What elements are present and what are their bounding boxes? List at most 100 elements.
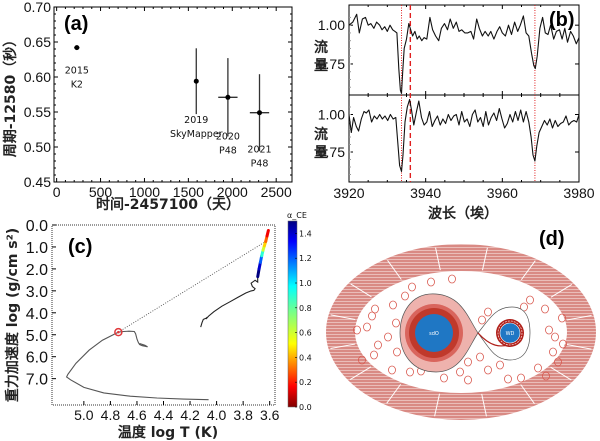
- panel-a-frame: [53, 6, 293, 183]
- panel-b-upper-frame: [348, 4, 580, 96]
- gas-blob-circle: [401, 291, 409, 301]
- gas-blob-circle: [504, 374, 512, 384]
- gas-blob-circle: [388, 365, 396, 375]
- gas-blob-circle: [368, 311, 376, 321]
- gas-blob-circle: [406, 367, 414, 377]
- panel-b-xlabel: 波长（埃）: [428, 205, 498, 222]
- colorbar-tick-label: 1.4: [299, 229, 312, 238]
- gas-blob-circle: [392, 318, 400, 328]
- gas-blob-circle: [456, 367, 464, 377]
- panel-b-spectra: 3920 3940 3960 3980 0.75 1.00 0.75 1.00 (b) 波长（…: [314, 4, 595, 222]
- panel-b-lower-ylabel-char2: 量: [314, 145, 328, 161]
- ce-ejection-dotted-line: [118, 241, 266, 333]
- x-tick-label: 3940: [410, 185, 441, 201]
- gas-blob-circle: [478, 315, 486, 325]
- x-tick-label: 1500: [173, 184, 204, 200]
- panel-a-label: (a): [64, 13, 88, 35]
- gas-blob-circle: [496, 360, 504, 370]
- y-tick-label: 1.0: [26, 240, 48, 257]
- point-annotation: P48: [251, 159, 269, 170]
- x-tick-label: 500: [89, 184, 113, 200]
- point-annotation: 2015: [65, 66, 89, 77]
- sdo-label: sdO: [429, 331, 439, 337]
- x-tick-label: 4.4: [154, 407, 174, 423]
- outflow-arrow: [387, 260, 402, 280]
- panel-a-ylabel: 周期-12580（秒）: [2, 33, 19, 158]
- wd-core: [499, 322, 521, 344]
- data-point: [225, 94, 231, 100]
- point-annotation: P48: [219, 145, 237, 156]
- sdo-position-marker: [114, 327, 123, 337]
- gas-blob-circle: [484, 365, 492, 375]
- y-tick-label: 0.50: [24, 139, 51, 155]
- panel-b-label: (b): [549, 9, 575, 31]
- panel-b-upper-ylabel-char2: 量: [314, 58, 328, 74]
- outflow-arrow: [481, 247, 488, 271]
- outflow-arrow: [566, 344, 592, 350]
- x-tick-label: 0: [53, 184, 61, 200]
- x-tick-label: 2000: [217, 184, 248, 200]
- y-tick-label: 0.0: [26, 218, 48, 235]
- gas-blob-circle: [371, 304, 379, 314]
- x-tick-label: 4.6: [127, 407, 147, 423]
- gas-blob-circle: [542, 371, 550, 381]
- gas-blob-circle: [363, 322, 371, 332]
- point-annotation: 2019: [184, 115, 208, 126]
- gas-blob-circle: [517, 373, 525, 383]
- y-tick-label: 2.0: [26, 262, 48, 279]
- outflow-arrow: [434, 393, 441, 417]
- outflow-arrow: [481, 393, 487, 417]
- gas-blob-circle: [558, 313, 566, 323]
- outflow-arrow: [386, 383, 402, 404]
- panel-c-xlabel: 温度 log T (K): [118, 424, 218, 441]
- data-point: [193, 78, 199, 84]
- x-tick-label: 5.0: [74, 407, 94, 423]
- y-tick-label: 0.60: [24, 69, 51, 85]
- colorbar-tick-label: 0.4: [299, 353, 312, 362]
- gas-blob-circle: [464, 357, 472, 367]
- gas-blob-circle: [554, 357, 562, 367]
- x-tick-label: 3980: [563, 185, 594, 201]
- y-tick-label: 1.00: [318, 107, 345, 123]
- outflow-arrow: [566, 315, 592, 321]
- outflow-arrow: [520, 260, 536, 281]
- y-tick-label: 6.0: [26, 350, 48, 367]
- rgb-track-segment: [265, 228, 270, 238]
- data-point: [74, 45, 80, 51]
- data-point: [257, 110, 263, 116]
- gas-blob-circle: [476, 352, 484, 362]
- y-tick-label: 0.75: [318, 144, 345, 160]
- point-annotation: SkyMapper: [170, 129, 223, 140]
- gas-blob-circle: [520, 302, 528, 312]
- panel-d-label: (d): [539, 228, 565, 250]
- y-tick-label: 0.75: [318, 56, 345, 72]
- y-tick-label: 1.00: [318, 17, 345, 33]
- x-tick-label: 3920: [333, 185, 364, 201]
- y-tick-label: 0.45: [24, 174, 51, 190]
- colorbar-tick-label: 0.6: [299, 329, 312, 338]
- wd-disk-gap: [497, 320, 523, 346]
- wd-label: WD: [506, 331, 515, 337]
- panel-a-period-vs-time: 0 500 1000 1500 2000 2500 0.45 0.50 0.55 0.60 0.65…: [2, 0, 293, 213]
- gas-blob-circle: [559, 339, 567, 349]
- outflow-arrow: [350, 283, 372, 298]
- gas-blob-circle: [358, 355, 366, 365]
- gas-blob-circle: [393, 347, 401, 357]
- gas-blob-circle: [389, 300, 397, 310]
- progenitor-track: [200, 276, 259, 328]
- spectrum-lower: [348, 98, 580, 173]
- colorbar-tick-label: 0.2: [299, 378, 312, 387]
- outflow-arrow: [550, 284, 573, 298]
- y-tick-label: 5.0: [26, 328, 48, 345]
- gas-blob-circle: [408, 282, 416, 292]
- x-tick-label: 3.6: [260, 407, 280, 423]
- x-tick-label: 1000: [129, 184, 160, 200]
- gas-blob-circle: [370, 350, 378, 360]
- spectrum-upper: [348, 13, 580, 94]
- y-tick-label: 0.70: [24, 0, 51, 15]
- gas-blob-circle: [534, 363, 542, 373]
- gas-blob-circle: [541, 304, 549, 314]
- panel-d-binary-diagram: sdO WD (d): [326, 228, 596, 420]
- outflow-arrow: [550, 366, 572, 381]
